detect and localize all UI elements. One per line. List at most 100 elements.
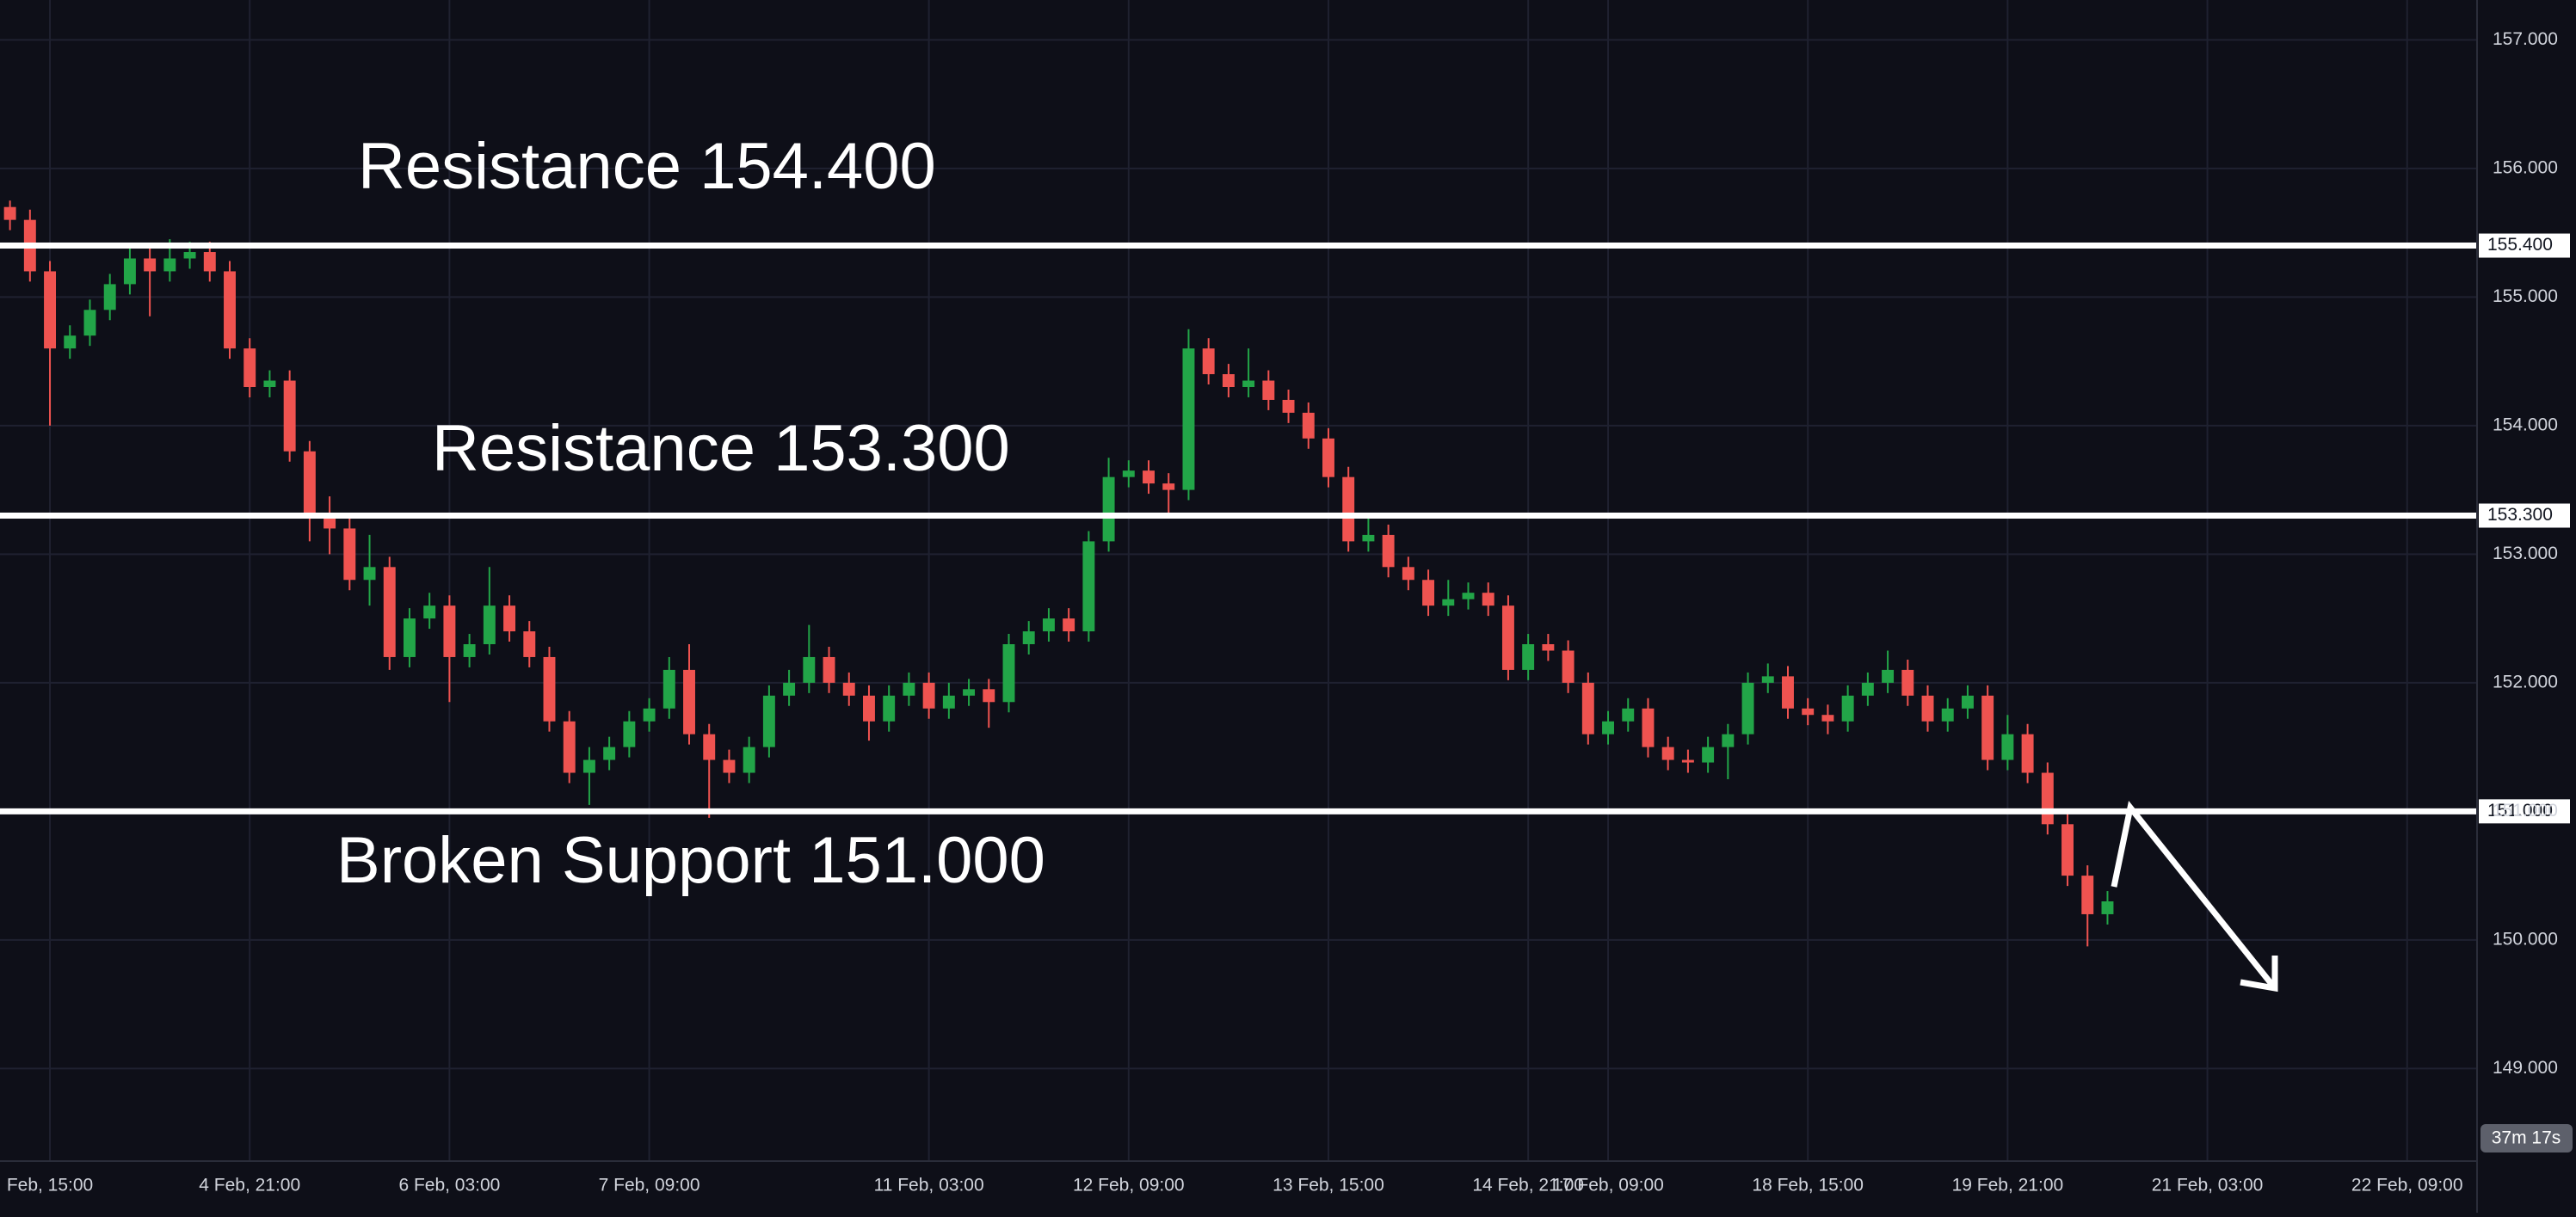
candle-body	[44, 271, 57, 349]
x-tick-label: 17 Feb, 09:00	[1552, 1176, 1664, 1195]
candle-body	[863, 695, 875, 722]
candle-body	[324, 515, 336, 529]
candle-body	[224, 271, 236, 349]
candle-body	[303, 451, 316, 516]
y-tick-label: 155.000	[2493, 286, 2558, 306]
candle-body	[1961, 695, 1974, 709]
candle-body	[963, 689, 976, 696]
candle-body	[683, 669, 695, 735]
x-tick-label: 18 Feb, 15:00	[1752, 1176, 1864, 1195]
candle-body	[1202, 348, 1215, 375]
candle-body	[64, 335, 77, 349]
candle-body	[723, 759, 736, 773]
candle-body	[703, 734, 716, 760]
candle-body	[803, 656, 816, 683]
candle-body	[662, 669, 675, 709]
candle-body	[1802, 708, 1815, 716]
candle-body	[144, 258, 157, 272]
candle-body	[1981, 695, 1994, 760]
candle-body	[983, 689, 995, 703]
candle-body	[643, 708, 656, 722]
y-tick-label: 153.000	[2493, 544, 2558, 563]
x-tick-label: 21 Feb, 03:00	[2152, 1176, 2264, 1195]
candle-body	[363, 567, 376, 581]
candle-body	[1681, 759, 1694, 763]
x-tick-label: 12 Feb, 09:00	[1073, 1176, 1185, 1195]
candle-body	[1402, 567, 1414, 581]
candle-body	[2001, 734, 2014, 760]
candle-body	[483, 605, 496, 645]
candle-body	[2021, 734, 2034, 773]
x-tick-label: 22 Feb, 09:00	[2351, 1176, 2463, 1195]
candle-body	[463, 644, 476, 657]
candle-body	[1901, 669, 1914, 696]
candle-body	[1562, 650, 1575, 683]
candle-body	[1761, 676, 1774, 683]
candle-body	[1182, 348, 1195, 490]
candle-body	[1322, 438, 1334, 477]
y-tick-label: 150.000	[2493, 929, 2558, 949]
candle-body	[563, 721, 576, 773]
candle-body	[1841, 695, 1854, 722]
candle-body	[163, 258, 176, 272]
candle-body	[623, 721, 636, 747]
candle-body	[1581, 682, 1594, 735]
candle-body	[1362, 534, 1375, 542]
candle-body	[1941, 708, 1954, 722]
y-tick-label: 151.000	[2493, 801, 2558, 821]
candle-body	[243, 348, 256, 387]
y-tick-label: 154.000	[2493, 415, 2558, 434]
candle-body	[783, 682, 796, 696]
candle-body	[842, 682, 855, 696]
annotation: Resistance 154.400	[358, 130, 936, 203]
candle-body	[1002, 644, 1015, 703]
y-tick-label: 156.000	[2493, 157, 2558, 177]
candle-body	[183, 252, 196, 259]
candle-body	[1162, 483, 1175, 490]
candle-body	[1422, 580, 1435, 606]
candle-body	[1861, 682, 1874, 696]
candle-body	[423, 605, 436, 619]
candle-body	[603, 747, 616, 760]
x-tick-label: 11 Feb, 03:00	[874, 1176, 984, 1195]
x-tick-label: 14 Feb, 21:00	[1472, 1176, 1584, 1195]
candle-body	[343, 528, 356, 581]
x-tick-label: 7 Feb, 09:00	[599, 1176, 700, 1195]
candle-body	[1082, 541, 1095, 632]
candle-body	[3, 206, 16, 220]
candle-body	[383, 567, 396, 657]
annotation: Broken Support 151.000	[336, 824, 1045, 897]
candle-body	[1702, 747, 1715, 763]
candle-body	[2101, 901, 2114, 914]
candle-body	[942, 695, 955, 709]
annotation: Resistance 153.300	[432, 412, 1010, 485]
candle-body	[2041, 772, 2054, 825]
candle-body	[1921, 695, 1934, 722]
x-tick-label: 13 Feb, 15:00	[1273, 1176, 1384, 1195]
candle-body	[1782, 676, 1794, 709]
x-tick-label: 4 Feb, 21:00	[199, 1176, 300, 1195]
y-tick-label: 157.000	[2493, 29, 2558, 49]
candle-body	[1821, 715, 1834, 722]
candle-body	[1262, 380, 1275, 400]
x-tick-label: Feb, 15:00	[7, 1176, 93, 1195]
candle-body	[883, 695, 896, 722]
countdown-box	[2480, 1124, 2573, 1152]
candle-body	[543, 656, 556, 722]
level-label-box	[2479, 799, 2570, 824]
candle-body	[1222, 374, 1235, 387]
candle-body	[762, 695, 775, 747]
candle-body	[1741, 682, 1754, 735]
candle-body	[103, 284, 116, 310]
candle-body	[1042, 618, 1055, 632]
candle-body	[1642, 708, 1655, 747]
candle-body	[1302, 412, 1315, 439]
candle-body	[823, 656, 835, 683]
candle-body	[2061, 824, 2074, 876]
overlays: 155.400 153.300 151.000	[0, 233, 2570, 824]
candle-body	[922, 682, 935, 709]
candle-body	[1022, 631, 1035, 645]
candle-body	[1482, 593, 1494, 606]
candle-body	[743, 747, 755, 773]
